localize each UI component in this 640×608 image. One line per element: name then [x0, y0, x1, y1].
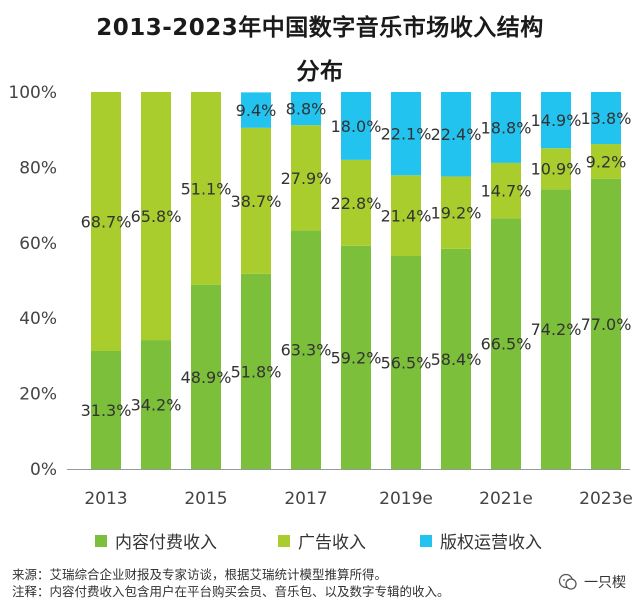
bar-segment-ads — [341, 159, 371, 246]
bar-segment-content — [141, 340, 171, 469]
bar-segment-ads — [191, 92, 221, 285]
bar-segment-ads — [141, 92, 171, 341]
legend-item-copyright: 版权运营收入 — [420, 528, 542, 553]
bar-segment-ads — [391, 175, 421, 256]
data-label-ads: 27.9% — [281, 169, 332, 188]
data-label-content: 51.8% — [231, 362, 282, 381]
bar-segment-content — [391, 255, 421, 469]
bar-segment-copyright — [391, 92, 421, 176]
bar-segment-ads — [91, 92, 121, 351]
x-tick-label: 2019e — [379, 489, 433, 509]
data-label-ads: 10.9% — [531, 160, 582, 179]
data-label-copyright: 14.9% — [531, 111, 582, 130]
bar-segment-content — [291, 230, 321, 469]
annotation-note: 注释：内容付费收入包含用户在平台购买会员、音乐包、以及数字专辑的收入。 — [12, 584, 450, 599]
data-label-copyright: 13.8% — [581, 109, 632, 128]
data-label-ads: 14.7% — [481, 182, 532, 201]
data-label-ads: 19.2% — [431, 204, 482, 223]
bar-segment-ads — [491, 162, 521, 219]
bar-segment-copyright — [441, 92, 471, 177]
legend-item-ads: 广告收入 — [278, 528, 366, 553]
bar-segment-content — [191, 284, 221, 469]
bar-segment-copyright — [541, 92, 571, 149]
stacked-bar-chart: 0% 20% 40% 60% 80% 100% 2013 2015 2017 2019e 2021e… — [8, 83, 633, 509]
data-label-ads: 68.7% — [81, 212, 132, 231]
chart-legend: 内容付费收入 广告收入 版权运营收入 — [0, 528, 640, 553]
data-label-ads: 22.8% — [331, 194, 382, 213]
x-tick-label: 2017 — [284, 489, 327, 509]
bar-segment-ads — [241, 127, 271, 274]
chart-title-line-2: 分布 — [296, 59, 344, 85]
bar-segment-content — [91, 350, 121, 469]
data-label-content: 31.3% — [81, 401, 132, 420]
legend-label-ads: 广告收入 — [298, 533, 366, 553]
data-label-ads: 38.7% — [231, 192, 282, 211]
bar-segment-copyright — [341, 92, 371, 160]
bar-segment-content — [341, 245, 371, 469]
data-label-ads: 51.1% — [181, 179, 232, 198]
data-label-ads: 65.8% — [131, 207, 182, 226]
bar-segment-ads — [291, 125, 321, 231]
data-label-content: 74.2% — [531, 320, 582, 339]
data-label-content: 66.5% — [481, 335, 532, 354]
bar-segment-content — [541, 189, 571, 470]
data-label-copyright: 8.8% — [286, 100, 327, 119]
x-tick-label: 2013 — [84, 489, 127, 509]
data-label-content: 48.9% — [181, 368, 232, 387]
y-tick-label: 20% — [19, 385, 57, 405]
bar-segment-content — [491, 218, 521, 469]
bar-segment-copyright — [591, 92, 621, 145]
data-label-copyright: 22.4% — [431, 125, 482, 144]
bar-segment-ads — [441, 176, 471, 249]
data-label-content: 59.2% — [331, 348, 382, 367]
y-tick-label: 60% — [19, 234, 57, 254]
data-label-content: 63.3% — [281, 341, 332, 360]
bar-segment-ads — [591, 144, 621, 179]
x-tick-label: 2015 — [184, 489, 227, 509]
data-label-content: 77.0% — [581, 315, 632, 334]
x-tick-label: 2023e — [579, 489, 633, 509]
data-label-copyright: 22.1% — [381, 125, 432, 144]
data-label-ads: 9.2% — [586, 152, 627, 171]
bar-segment-copyright — [241, 92, 271, 128]
legend-swatch-content — [95, 534, 107, 547]
legend-swatch-copyright — [420, 534, 432, 547]
bar-segment-content — [591, 178, 621, 469]
y-tick-label: 40% — [19, 309, 57, 329]
legend-item-content: 内容付费收入 — [95, 528, 217, 553]
watermark: 一只楔 — [558, 572, 626, 592]
data-label-copyright: 18.0% — [331, 117, 382, 136]
data-label-content: 58.4% — [431, 350, 482, 369]
source-note: 来源：艾瑞综合企业财报及专家访谈，根据艾瑞统计模型推算所得。 — [12, 567, 388, 582]
data-label-ads: 21.4% — [381, 207, 432, 226]
data-label-copyright: 9.4% — [236, 101, 277, 120]
data-label-content: 56.5% — [381, 353, 432, 372]
bar-segment-ads — [541, 148, 571, 190]
y-tick-label: 100% — [8, 83, 57, 103]
footnotes: 来源：艾瑞综合企业财报及专家访谈，根据艾瑞统计模型推算所得。 注释：内容付费收入… — [12, 566, 450, 600]
data-label-content: 34.2% — [131, 396, 182, 415]
legend-swatch-ads — [278, 534, 290, 547]
bar-segment-copyright — [291, 92, 321, 126]
watermark-text: 一只楔 — [584, 575, 626, 591]
data-label-copyright: 18.8% — [481, 118, 532, 137]
y-tick-label: 0% — [30, 460, 57, 480]
chart-title-line-1: 2013-2023年中国数字音乐市场收入结构 — [96, 15, 544, 41]
wechat-icon — [558, 573, 577, 590]
legend-label-copyright: 版权运营收入 — [440, 533, 542, 553]
legend-label-content: 内容付费收入 — [115, 533, 217, 553]
y-tick-label: 80% — [19, 158, 57, 178]
bar-segment-content — [241, 273, 271, 469]
x-tick-label: 2021e — [479, 489, 533, 509]
bar-segment-copyright — [491, 92, 521, 163]
bar-segment-content — [441, 248, 471, 469]
